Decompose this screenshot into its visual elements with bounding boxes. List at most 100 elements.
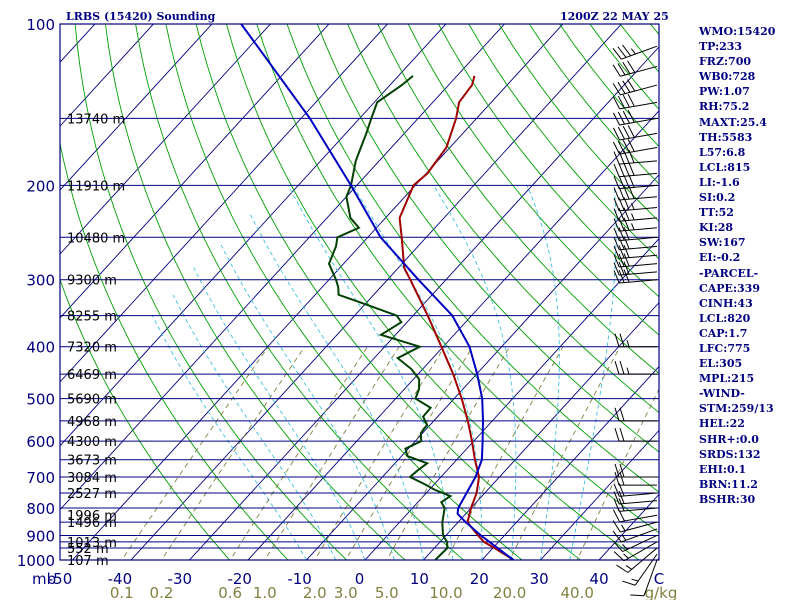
wind-barb-half-feather (630, 48, 636, 55)
wind-barb-feather (618, 261, 625, 275)
wind-barb-staff (619, 207, 658, 212)
pressure-tick-label: 700 (26, 469, 55, 487)
index-line: LCL:820 (699, 311, 751, 325)
wind-barb-feather (618, 490, 625, 504)
wind-barb-staff (643, 559, 658, 596)
index-line: RH:75.2 (699, 100, 750, 114)
wind-barb-feather (613, 270, 620, 284)
wind-barb (613, 535, 658, 552)
wind-barb-feather (623, 175, 630, 188)
wind-barb (613, 253, 658, 268)
wind-barb-staff (619, 132, 658, 141)
wind-barb-half-feather (631, 578, 639, 582)
mixing-ratio-line (121, 346, 269, 560)
index-line: -WIND- (699, 387, 745, 401)
wind-barb-feather (622, 125, 630, 139)
wind-barb (614, 360, 657, 375)
index-line: TH:5583 (699, 130, 753, 144)
isotherm-line (60, 24, 389, 383)
isotherm-line (60, 24, 272, 255)
parcel-trace (240, 24, 515, 560)
index-line: EL:305 (699, 357, 743, 371)
wind-barb-feather (618, 207, 625, 221)
wind-barb-half-feather (631, 213, 635, 221)
wind-barb-feather (612, 127, 621, 141)
wind-barb-feather (614, 360, 620, 375)
height-label: 2527 m (67, 487, 117, 502)
wind-barb-staff (619, 263, 658, 268)
wind-barb-feather (627, 139, 635, 152)
wind-barb (613, 498, 658, 512)
wind-barb-half-feather (631, 223, 635, 230)
wind-barb-feather (613, 151, 620, 165)
height-label: 11910 m (67, 179, 125, 194)
wind-barb-feather (612, 141, 621, 155)
wind-barb-feather (619, 463, 625, 478)
wind-barb-feather (612, 530, 622, 543)
height-label: 1996 m (67, 509, 117, 524)
mixing-ratio-label: 40.0 (561, 584, 594, 600)
isotherm-line (481, 365, 659, 560)
pressure-tick-label: 900 (26, 527, 55, 545)
wind-barb-half-feather (626, 340, 630, 347)
isotherm-line (188, 46, 659, 560)
wind-barb-staff (622, 535, 658, 552)
wind-barb-feather (623, 207, 630, 221)
index-line: EHI:0.1 (699, 462, 747, 476)
wind-barb (614, 333, 657, 348)
wind-barb (613, 174, 658, 190)
index-line: BRN:11.2 (699, 477, 758, 491)
wind-barb-feather (618, 245, 625, 259)
wind-barb-feather (618, 150, 625, 164)
wind-barb-staff (619, 160, 658, 165)
height-label: 107 m (67, 554, 109, 569)
mixing-ratio-label: 0.1 (110, 584, 134, 600)
wind-barb-feather (614, 407, 620, 421)
moist-adiabat-line (151, 315, 307, 560)
wind-barb-staff (621, 45, 658, 60)
sounding-traces (240, 24, 515, 560)
wind-barb (613, 490, 658, 505)
wind-barb (614, 427, 657, 442)
wind-barb-feather (627, 110, 635, 123)
temperature-tick-label: 30 (530, 570, 549, 588)
wind-barb-feather (619, 407, 625, 421)
wind-barb-feather (613, 175, 620, 189)
wind-barb-staff (619, 101, 658, 110)
temperature-trace (398, 75, 515, 560)
index-line: SW:167 (699, 236, 746, 250)
wind-barb-feather (613, 187, 620, 201)
wind-barb-feather (618, 236, 625, 250)
isotherm-line (60, 24, 330, 319)
wind-barb (612, 528, 658, 543)
wind-barb-feather (613, 541, 623, 552)
wind-barb-feather (622, 44, 632, 57)
mixing-ratio-line (345, 346, 473, 560)
wind-barb-staff (619, 172, 658, 178)
temperature-tick-label: -40 (108, 570, 133, 588)
wind-barb-feather (619, 360, 625, 375)
pressure-tick-label: 600 (26, 433, 55, 451)
index-line: EI:-0.2 (699, 251, 741, 265)
mixing-ratio-label: 0.2 (150, 584, 174, 600)
temperature-tick-label: 10 (410, 570, 429, 588)
wind-barb-feather (616, 564, 629, 573)
index-line: SI:0.2 (699, 191, 736, 205)
wind-barb-feather (613, 491, 620, 505)
wind-barb-feather (622, 61, 631, 74)
index-line: PW:1.07 (699, 85, 750, 99)
wind-barb-staff (623, 541, 658, 562)
wind-barb (613, 269, 658, 284)
moist-adiabat-line (172, 294, 337, 560)
wind-barb-feather (618, 253, 625, 267)
height-label: 7320 m (67, 341, 117, 356)
index-line: STM:259/13 (699, 402, 774, 416)
temperature-tick-label: -50 (48, 570, 73, 588)
wind-barb-half-feather (631, 203, 635, 210)
wind-barb-feather (622, 80, 631, 93)
mixing-ratio-line (386, 346, 510, 560)
index-line: CAPE:339 (699, 281, 760, 295)
mixing-ratio-label: 0.6 (218, 584, 242, 600)
height-label: 552 m (67, 542, 109, 557)
